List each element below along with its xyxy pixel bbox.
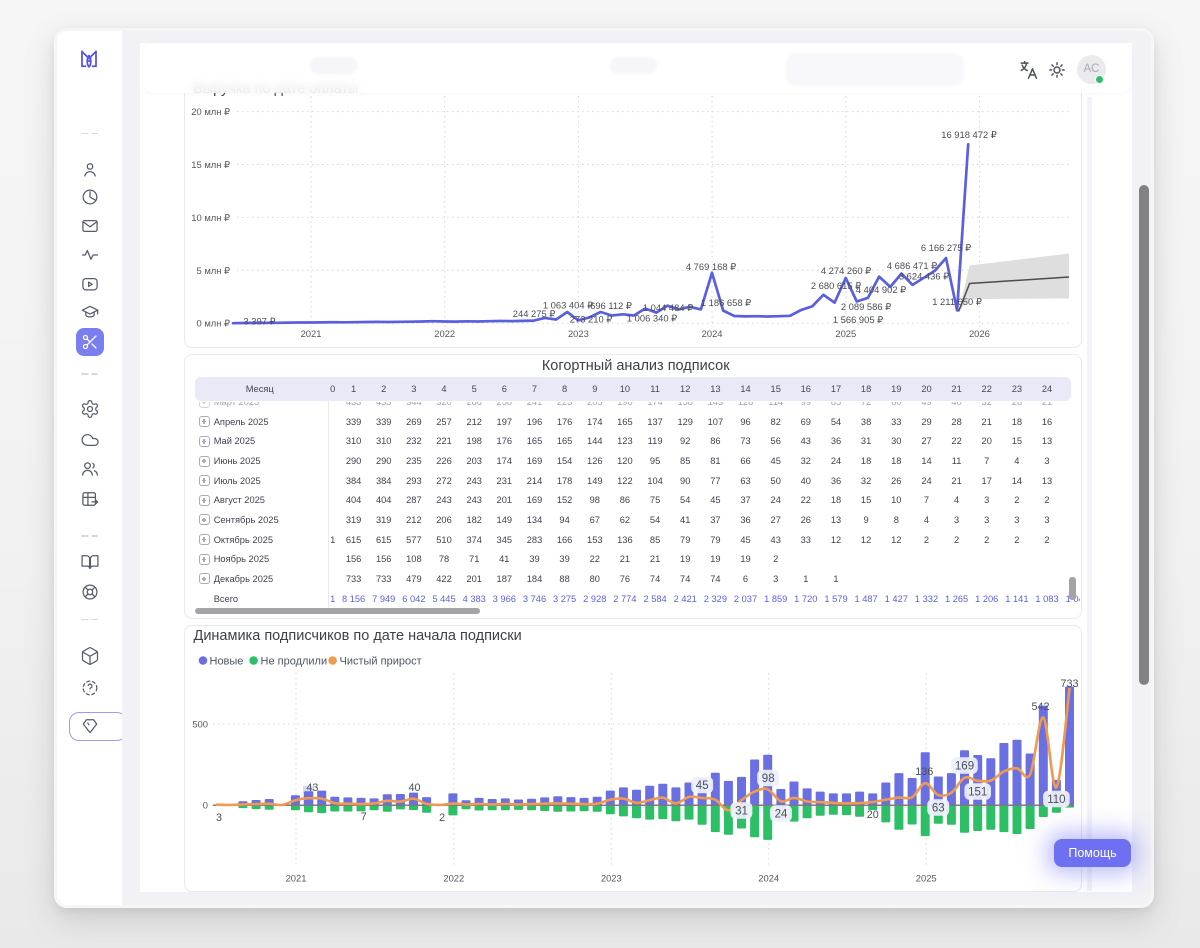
svg-text:169: 169 bbox=[955, 761, 974, 773]
svg-text:0 млн ₽: 0 млн ₽ bbox=[197, 318, 231, 329]
svg-text:2024: 2024 bbox=[702, 328, 723, 339]
svg-text:151: 151 bbox=[968, 787, 987, 799]
svg-text:5 млн ₽: 5 млн ₽ bbox=[197, 265, 231, 276]
svg-text:1 044 484 ₽: 1 044 484 ₽ bbox=[643, 302, 693, 313]
svg-text:2023: 2023 bbox=[568, 328, 589, 339]
svg-text:16 918 472 ₽: 16 918 472 ₽ bbox=[941, 129, 997, 140]
svg-text:Новые: Новые bbox=[210, 656, 244, 668]
svg-text:3 624 436 ₽: 3 624 436 ₽ bbox=[899, 271, 949, 282]
svg-text:98: 98 bbox=[762, 773, 775, 785]
svg-text:4 274 260 ₽: 4 274 260 ₽ bbox=[821, 265, 871, 276]
svg-text:1 006 340 ₽: 1 006 340 ₽ bbox=[627, 313, 677, 324]
svg-text:2025: 2025 bbox=[835, 328, 856, 339]
svg-text:1 211 650 ₽: 1 211 650 ₽ bbox=[932, 296, 982, 307]
svg-text:15 млн ₽: 15 млн ₽ bbox=[191, 159, 230, 170]
svg-text:2021: 2021 bbox=[301, 328, 322, 339]
svg-text:273 210 ₽: 273 210 ₽ bbox=[570, 314, 612, 325]
svg-text:542: 542 bbox=[1031, 701, 1049, 713]
svg-text:1 186 658 ₽: 1 186 658 ₽ bbox=[701, 297, 751, 308]
svg-text:45: 45 bbox=[696, 780, 709, 792]
svg-text:110: 110 bbox=[1047, 794, 1065, 806]
svg-text:244 275 ₽: 244 275 ₽ bbox=[513, 308, 555, 319]
svg-text:3: 3 bbox=[216, 812, 222, 824]
svg-text:733: 733 bbox=[1060, 678, 1078, 690]
svg-text:1 063 404 ₽: 1 063 404 ₽ bbox=[543, 300, 593, 311]
svg-text:10 млн ₽: 10 млн ₽ bbox=[191, 212, 230, 223]
svg-text:1 566 905 ₽: 1 566 905 ₽ bbox=[833, 314, 883, 325]
svg-text:2021: 2021 bbox=[286, 872, 307, 883]
svg-text:2026: 2026 bbox=[969, 328, 990, 339]
svg-text:2 089 586 ₽: 2 089 586 ₽ bbox=[841, 301, 891, 312]
svg-text:2022: 2022 bbox=[443, 872, 464, 883]
svg-text:Чистый прирост: Чистый прирост bbox=[340, 656, 422, 668]
svg-text:20: 20 bbox=[867, 809, 879, 821]
svg-text:2022: 2022 bbox=[434, 328, 455, 339]
svg-text:4 686 471 ₽: 4 686 471 ₽ bbox=[887, 260, 937, 271]
svg-text:0: 0 bbox=[203, 800, 208, 811]
svg-text:2 680 615 ₽: 2 680 615 ₽ bbox=[811, 280, 861, 291]
svg-text:7: 7 bbox=[361, 811, 367, 823]
svg-text:20 млн ₽: 20 млн ₽ bbox=[191, 106, 230, 117]
svg-text:2024: 2024 bbox=[758, 872, 779, 883]
svg-text:2: 2 bbox=[439, 812, 445, 824]
svg-text:500: 500 bbox=[192, 718, 208, 729]
svg-text:24: 24 bbox=[775, 809, 788, 821]
svg-text:696 112 ₽: 696 112 ₽ bbox=[590, 300, 632, 311]
svg-text:2025: 2025 bbox=[916, 872, 937, 883]
svg-text:4 769 168 ₽: 4 769 168 ₽ bbox=[686, 261, 736, 272]
svg-text:31: 31 bbox=[735, 806, 748, 818]
svg-text:63: 63 bbox=[932, 803, 945, 815]
svg-text:4 404 902 ₽: 4 404 902 ₽ bbox=[856, 284, 906, 295]
svg-text:3 397 ₽: 3 397 ₽ bbox=[243, 316, 275, 327]
svg-text:6 166 275 ₽: 6 166 275 ₽ bbox=[921, 242, 971, 253]
svg-text:Не продлили: Не продлили bbox=[261, 656, 328, 668]
svg-text:40: 40 bbox=[408, 782, 420, 794]
svg-text:43: 43 bbox=[306, 782, 318, 794]
svg-text:2023: 2023 bbox=[601, 872, 622, 883]
svg-text:136: 136 bbox=[915, 766, 933, 778]
